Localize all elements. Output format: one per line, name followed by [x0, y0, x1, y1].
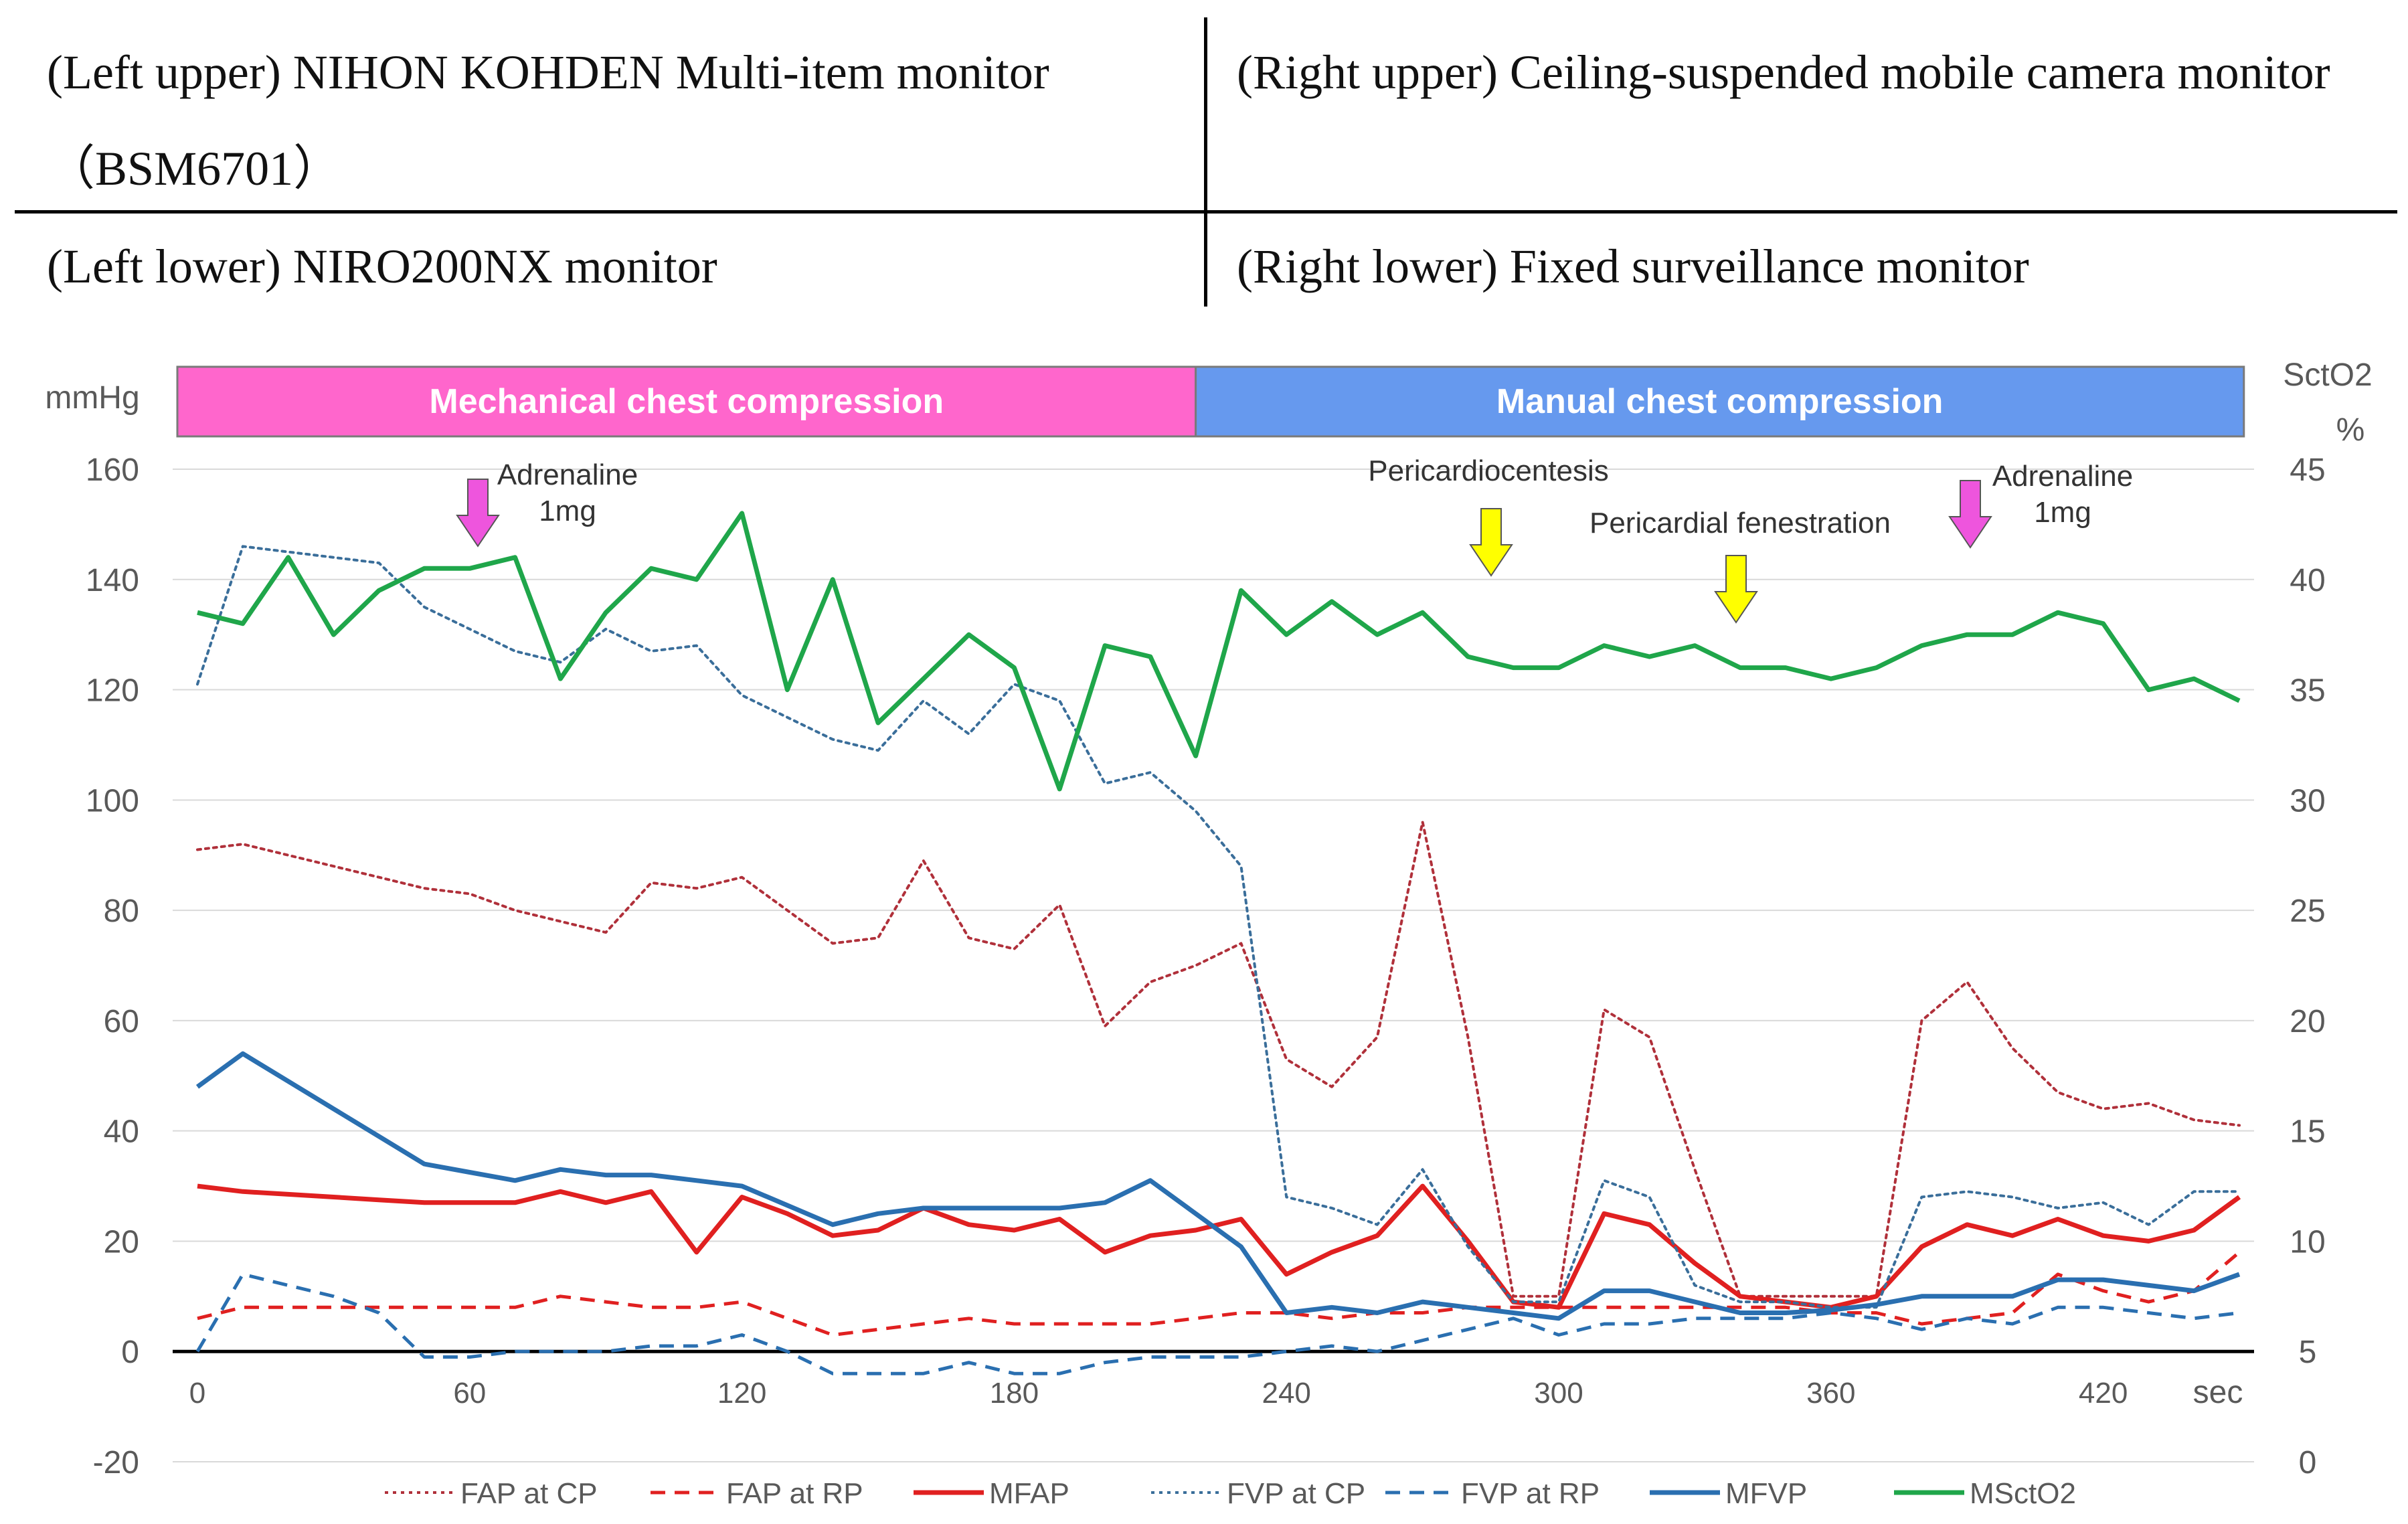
annotation-label: Adrenaline	[1992, 460, 2133, 493]
phase-bands: Mechanical chest compression Manual chest…	[176, 365, 2245, 438]
legend: FAP at CP FAP at RP MFAP FVP at CP FVP at RP…	[385, 1477, 2076, 1510]
grid-lines	[173, 469, 2254, 1462]
x-tick: 120	[717, 1377, 766, 1410]
annotation-label: Pericardiocentesis	[1368, 454, 1609, 487]
y-tick-right: 15	[2290, 1114, 2325, 1150]
caption-left-lower: (Left lower) NIRO200NX monitor	[47, 240, 717, 293]
y-tick-right: 45	[2290, 452, 2325, 488]
mechanical-phase-band	[176, 365, 1197, 438]
legend-label: FAP at RP	[726, 1477, 863, 1510]
y-tick-right: 40	[2290, 563, 2325, 598]
magenta-arrow-icon	[1948, 480, 1992, 549]
series-line-mfap	[197, 1183, 2241, 1310]
series-line-mfvp	[195, 1051, 2241, 1321]
y-tick-right: 0	[2299, 1445, 2317, 1480]
manual-phase-label: Manual chest compression	[1496, 382, 1944, 421]
y-tick-left: 60	[104, 1004, 139, 1039]
annotation-label: Adrenaline	[497, 458, 638, 491]
y-axis-right-label: SctO2	[2283, 357, 2372, 393]
x-tick: 0	[189, 1377, 205, 1410]
y-tick-right: 10	[2290, 1224, 2325, 1260]
legend-label: MSctO2	[1970, 1477, 2076, 1510]
y-tick-left: 120	[86, 673, 139, 709]
y-tick-right: 35	[2290, 673, 2325, 709]
annotations: Adrenaline1mgPericardiocentesisPericardi…	[456, 454, 2133, 624]
y-axis-left-label: mmHg	[45, 380, 139, 416]
yellow-arrow-icon	[1714, 555, 1758, 624]
caption-right-upper: (Right upper) Ceiling-suspended mobile c…	[1237, 46, 2330, 99]
legend-label: FAP at CP	[460, 1477, 598, 1510]
annotation-label: Pericardial fenestration	[1589, 507, 1891, 539]
x-tick: 300	[1534, 1377, 1583, 1410]
y-tick-right: 25	[2290, 894, 2325, 929]
annotation-label: 1mg	[539, 495, 596, 527]
x-tick: 180	[990, 1377, 1039, 1410]
y-tick-left: 140	[86, 563, 139, 598]
y-tick-left: 80	[104, 894, 139, 929]
y-tick-left: 20	[104, 1224, 139, 1260]
caption-left-upper: (Left upper) NIHON KOHDEN Multi-item mon…	[47, 46, 1049, 195]
x-tick: 60	[453, 1377, 486, 1410]
magenta-arrow-icon	[456, 479, 500, 547]
legend-label: MFAP	[989, 1477, 1069, 1510]
series-line-fap-at-rp	[197, 1250, 2241, 1337]
annotation-label: 1mg	[2034, 496, 2091, 529]
axes: mmHg SctO2 % sec -2002040608010012014016…	[45, 357, 2372, 1480]
y-tick-right: 30	[2290, 783, 2325, 819]
y-tick-left: 160	[86, 452, 139, 488]
x-tick: 360	[1806, 1377, 1855, 1410]
y-tick-right: 5	[2299, 1335, 2317, 1370]
y-tick-left: 40	[104, 1114, 139, 1150]
caption-vertical-divider	[1204, 17, 1207, 307]
series-line-mscto2	[197, 511, 2241, 792]
series-line-fvp-at-cp	[196, 545, 2241, 1309]
legend-label: FVP at CP	[1227, 1477, 1365, 1510]
y-tick-left: -20	[93, 1445, 139, 1480]
y-tick-left: 0	[121, 1335, 139, 1370]
mechanical-phase-label: Mechanical chest compression	[429, 382, 944, 421]
caption-right-lower: (Right lower) Fixed surveillance monitor	[1237, 240, 2029, 293]
y-tick-right: 20	[2290, 1004, 2325, 1039]
x-axis-label: sec	[2193, 1375, 2243, 1410]
yellow-arrow-icon	[1469, 508, 1513, 577]
series-line-fap-at-cp	[196, 821, 2241, 1298]
manual-phase-band	[1195, 365, 2245, 438]
y-axis-right-unit: %	[2336, 412, 2365, 448]
x-tick: 420	[2079, 1377, 2128, 1410]
legend-label: MFVP	[1725, 1477, 1807, 1510]
series-line-fvp-at-rp	[195, 1272, 2240, 1375]
y-tick-left: 100	[86, 783, 139, 819]
caption-table: (Left upper) NIHON KOHDEN Multi-item mon…	[0, 0, 2408, 315]
legend-label: FVP at RP	[1461, 1477, 1600, 1510]
series-lines	[195, 511, 2241, 1375]
x-tick: 240	[1262, 1377, 1310, 1410]
